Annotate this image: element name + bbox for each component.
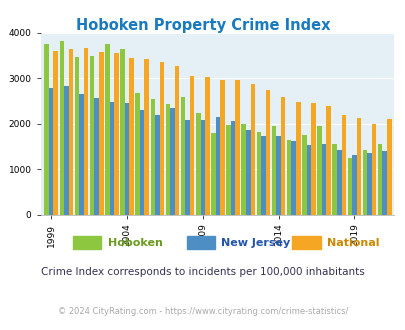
Text: © 2024 CityRating.com - https://www.cityrating.com/crime-statistics/: © 2024 CityRating.com - https://www.city… bbox=[58, 307, 347, 316]
Text: Hoboken Property Crime Index: Hoboken Property Crime Index bbox=[76, 18, 329, 33]
Bar bbox=[196, 113, 200, 214]
Bar bbox=[185, 120, 190, 214]
Bar bbox=[306, 145, 311, 214]
Bar bbox=[250, 84, 254, 214]
Bar bbox=[347, 158, 351, 214]
Bar bbox=[105, 44, 109, 214]
Bar bbox=[159, 62, 164, 214]
Bar bbox=[377, 144, 382, 214]
Bar bbox=[129, 57, 134, 214]
Bar bbox=[265, 90, 270, 214]
Bar bbox=[155, 115, 159, 214]
Bar bbox=[341, 115, 345, 214]
Bar bbox=[79, 94, 83, 214]
Bar bbox=[150, 99, 155, 214]
Bar bbox=[286, 140, 291, 214]
Bar bbox=[235, 80, 239, 214]
Bar bbox=[280, 97, 285, 214]
Text: National: National bbox=[326, 238, 378, 248]
Bar bbox=[316, 126, 321, 214]
Bar bbox=[271, 125, 276, 214]
Bar bbox=[205, 77, 209, 215]
Bar bbox=[211, 133, 215, 214]
Bar bbox=[336, 150, 341, 214]
Bar bbox=[220, 80, 224, 214]
Bar bbox=[114, 53, 118, 214]
Bar bbox=[362, 149, 367, 214]
Bar bbox=[135, 93, 140, 214]
Bar bbox=[144, 59, 149, 214]
Bar bbox=[90, 56, 94, 214]
Bar bbox=[386, 119, 390, 214]
Bar bbox=[75, 57, 79, 215]
Bar bbox=[321, 144, 326, 214]
Bar bbox=[180, 97, 185, 214]
Bar bbox=[260, 136, 265, 214]
Bar bbox=[165, 104, 170, 214]
Bar bbox=[53, 51, 58, 214]
Bar bbox=[351, 155, 356, 214]
Bar bbox=[124, 103, 129, 214]
Bar bbox=[200, 120, 205, 214]
Bar bbox=[170, 108, 174, 214]
Bar bbox=[291, 141, 295, 214]
Bar bbox=[245, 130, 250, 214]
Bar bbox=[367, 153, 371, 214]
Bar bbox=[68, 50, 73, 214]
Bar bbox=[326, 106, 330, 214]
Bar bbox=[226, 125, 230, 214]
Bar bbox=[215, 117, 220, 214]
Bar bbox=[44, 44, 49, 214]
Bar bbox=[109, 102, 114, 214]
Text: Crime Index corresponds to incidents per 100,000 inhabitants: Crime Index corresponds to incidents per… bbox=[41, 267, 364, 277]
Bar bbox=[60, 41, 64, 214]
Bar bbox=[371, 124, 375, 214]
Text: Hoboken: Hoboken bbox=[107, 238, 162, 248]
Bar bbox=[174, 66, 179, 214]
Bar bbox=[295, 102, 300, 214]
Bar bbox=[356, 118, 360, 214]
Bar bbox=[49, 88, 53, 214]
Bar bbox=[83, 48, 88, 214]
Bar bbox=[301, 135, 306, 214]
Bar bbox=[120, 49, 124, 214]
Bar bbox=[241, 124, 245, 214]
Bar bbox=[276, 137, 280, 214]
Bar bbox=[230, 121, 235, 214]
Bar bbox=[332, 144, 336, 214]
Bar bbox=[382, 151, 386, 214]
Bar bbox=[140, 110, 144, 214]
Bar bbox=[256, 132, 260, 214]
Bar bbox=[190, 76, 194, 214]
Bar bbox=[94, 98, 99, 214]
Bar bbox=[311, 103, 315, 214]
Bar bbox=[99, 52, 103, 214]
Text: New Jersey: New Jersey bbox=[221, 238, 290, 248]
Bar bbox=[64, 85, 68, 214]
